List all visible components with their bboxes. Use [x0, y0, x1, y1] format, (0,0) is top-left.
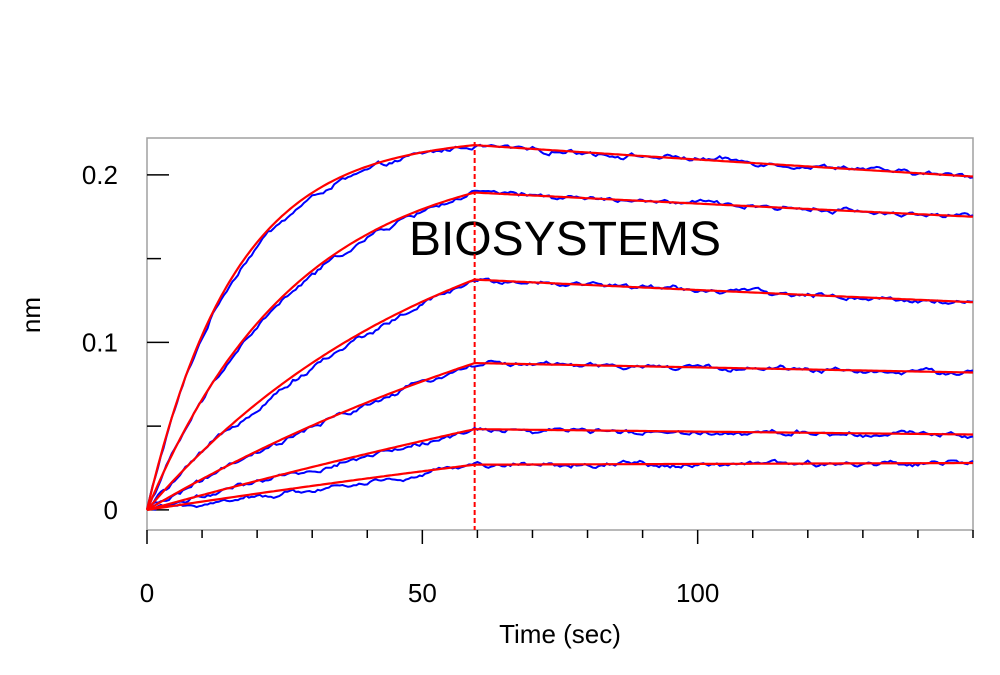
axis-labels: 0 50 100 0 0.1 0.2 — [82, 160, 720, 608]
measured-series-5 — [146, 426, 974, 510]
x-tick-label: 50 — [408, 578, 437, 608]
watermark: BIOSYSTEMS — [409, 213, 721, 266]
x-tick-label: 0 — [140, 578, 154, 608]
fit-series-3 — [146, 278, 974, 511]
y-tick-label: 0.1 — [82, 327, 118, 357]
y-tick-label: 0.2 — [82, 160, 118, 190]
fit-series-6 — [146, 461, 973, 511]
fit-series-group — [145, 143, 974, 511]
y-tick-label: 0 — [104, 495, 118, 525]
watermark-text: BIOSYSTEMS — [409, 213, 721, 266]
measured-series-6 — [146, 458, 974, 511]
x-axis-title: Time (sec) — [499, 619, 621, 649]
fit-series-2 — [145, 191, 974, 511]
measured-series-2 — [146, 189, 974, 511]
fit-series-5 — [146, 427, 973, 511]
fit-series-4 — [146, 362, 973, 511]
fit-series-1 — [145, 143, 974, 511]
plot-frame — [146, 137, 974, 531]
y-axis-title: nm — [16, 297, 46, 333]
x-tick-label: 100 — [676, 578, 719, 608]
